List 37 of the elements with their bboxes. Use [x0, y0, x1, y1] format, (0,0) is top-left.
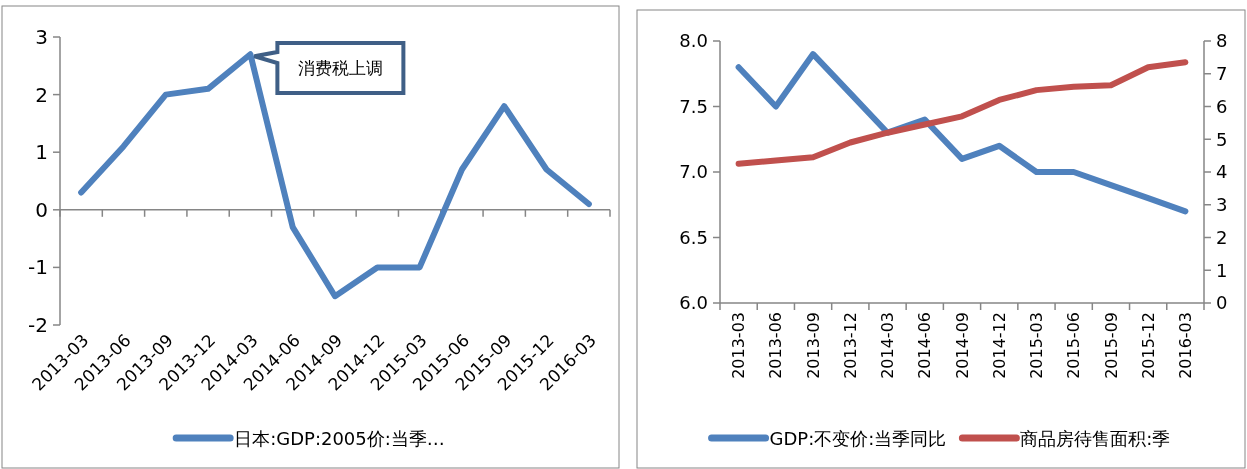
annotation: 消费税上调: [297, 58, 383, 78]
x-tick-label: 2016-03: [1175, 312, 1195, 379]
y-tick-label: 6.0: [679, 292, 708, 314]
y2-tick-label: 8: [1216, 30, 1228, 52]
y2-tick-label: 0: [1216, 292, 1228, 314]
y2-tick-label: 5: [1216, 128, 1228, 150]
x-tick-label: 2014-09: [952, 312, 972, 379]
legend-label: 日本:GDP:2005价:当季…: [234, 428, 445, 449]
x-tick-label: 2015-09: [1101, 312, 1121, 379]
y-tick-label: 8.0: [679, 30, 708, 52]
y2-tick-label: 1: [1216, 259, 1228, 281]
x-tick-label: 2014-03: [878, 312, 898, 379]
x-tick-label: 2015-03: [1027, 312, 1047, 379]
y2-tick-label: 6: [1216, 95, 1228, 117]
y-tick-label: 7.0: [679, 161, 708, 183]
y-tick-label: 0: [35, 197, 48, 222]
y-tick-label: 3: [35, 25, 48, 49]
y2-tick-label: 3: [1216, 194, 1228, 216]
y-tick-label: 1: [35, 140, 48, 165]
x-tick-label: 2015-12: [1138, 312, 1158, 379]
y-tick-label: 2: [35, 82, 48, 107]
x-tick-label: 2013-03: [729, 312, 749, 379]
y-tick-label: -1: [28, 255, 48, 280]
x-tick-label: 2013-06: [766, 312, 786, 379]
y2-tick-label: 2: [1216, 226, 1228, 248]
legend-label: 商品房待售面积:季: [1020, 428, 1171, 449]
x-tick-label: 2014-06: [915, 312, 935, 379]
x-tick-label: 2014-12: [989, 312, 1009, 379]
legend-label: GDP:不变价:当季同比: [769, 428, 947, 449]
x-tick-label: 2013-09: [803, 312, 823, 379]
y-tick-label: 6.5: [679, 226, 708, 248]
y-tick-label: -2: [28, 313, 48, 337]
x-tick-label: 2015-06: [1064, 312, 1084, 379]
y-tick-label: 7.5: [679, 95, 708, 117]
x-tick-label: 2013-12: [840, 312, 860, 379]
y2-tick-label: 4: [1216, 161, 1228, 183]
y2-tick-label: 7: [1216, 63, 1228, 85]
